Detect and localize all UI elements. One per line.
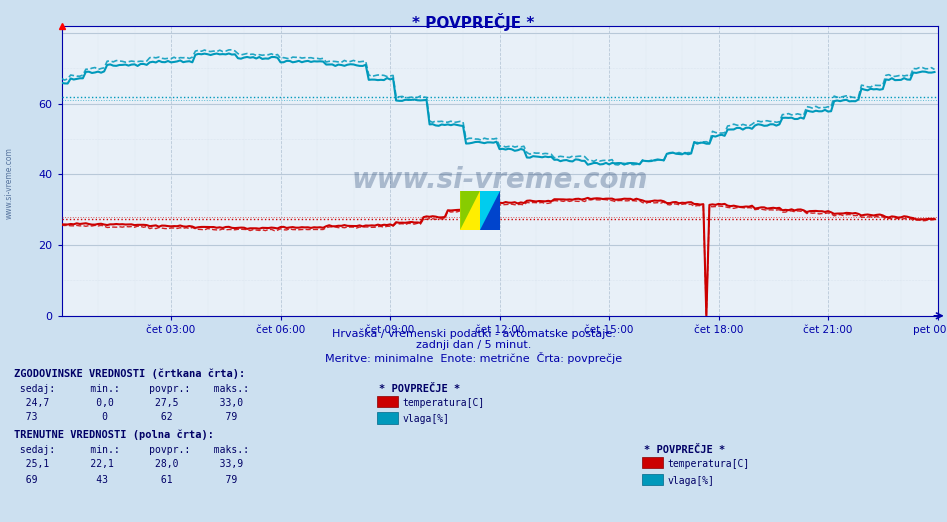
Polygon shape (460, 191, 480, 230)
Polygon shape (480, 191, 500, 230)
Text: temperatura[C]: temperatura[C] (402, 398, 485, 408)
Text: * POVPREČJE *: * POVPREČJE * (379, 384, 460, 394)
Polygon shape (480, 191, 500, 230)
Text: sedaj:      min.:     povpr.:    maks.:: sedaj: min.: povpr.: maks.: (14, 445, 249, 455)
Text: Meritve: minimalne  Enote: metrične  Črta: povprečje: Meritve: minimalne Enote: metrične Črta:… (325, 352, 622, 364)
Text: 24,7        0,0       27,5       33,0: 24,7 0,0 27,5 33,0 (14, 398, 243, 408)
Text: temperatura[C]: temperatura[C] (668, 459, 750, 469)
Text: vlaga[%]: vlaga[%] (402, 414, 450, 424)
Text: 69          43         61         79: 69 43 61 79 (14, 475, 238, 485)
Text: 25,1       22,1       28,0       33,9: 25,1 22,1 28,0 33,9 (14, 459, 243, 469)
Text: zadnji dan / 5 minut.: zadnji dan / 5 minut. (416, 340, 531, 350)
Text: * POVPREČJE *: * POVPREČJE * (644, 445, 725, 455)
Text: * POVPREČJE *: * POVPREČJE * (412, 13, 535, 31)
Text: Hrvaška / vremenski podatki - avtomatske postaje.: Hrvaška / vremenski podatki - avtomatske… (331, 329, 616, 339)
Text: TRENUTNE VREDNOSTI (polna črta):: TRENUTNE VREDNOSTI (polna črta): (14, 429, 214, 440)
Text: 73           0         62         79: 73 0 62 79 (14, 412, 238, 422)
Text: vlaga[%]: vlaga[%] (668, 476, 715, 486)
Text: ZGODOVINSKE VREDNOSTI (črtkana črta):: ZGODOVINSKE VREDNOSTI (črtkana črta): (14, 368, 245, 378)
Text: www.si-vreme.com: www.si-vreme.com (5, 147, 14, 219)
Text: sedaj:      min.:     povpr.:    maks.:: sedaj: min.: povpr.: maks.: (14, 384, 249, 394)
Polygon shape (460, 191, 480, 230)
Text: www.si-vreme.com: www.si-vreme.com (351, 165, 648, 194)
